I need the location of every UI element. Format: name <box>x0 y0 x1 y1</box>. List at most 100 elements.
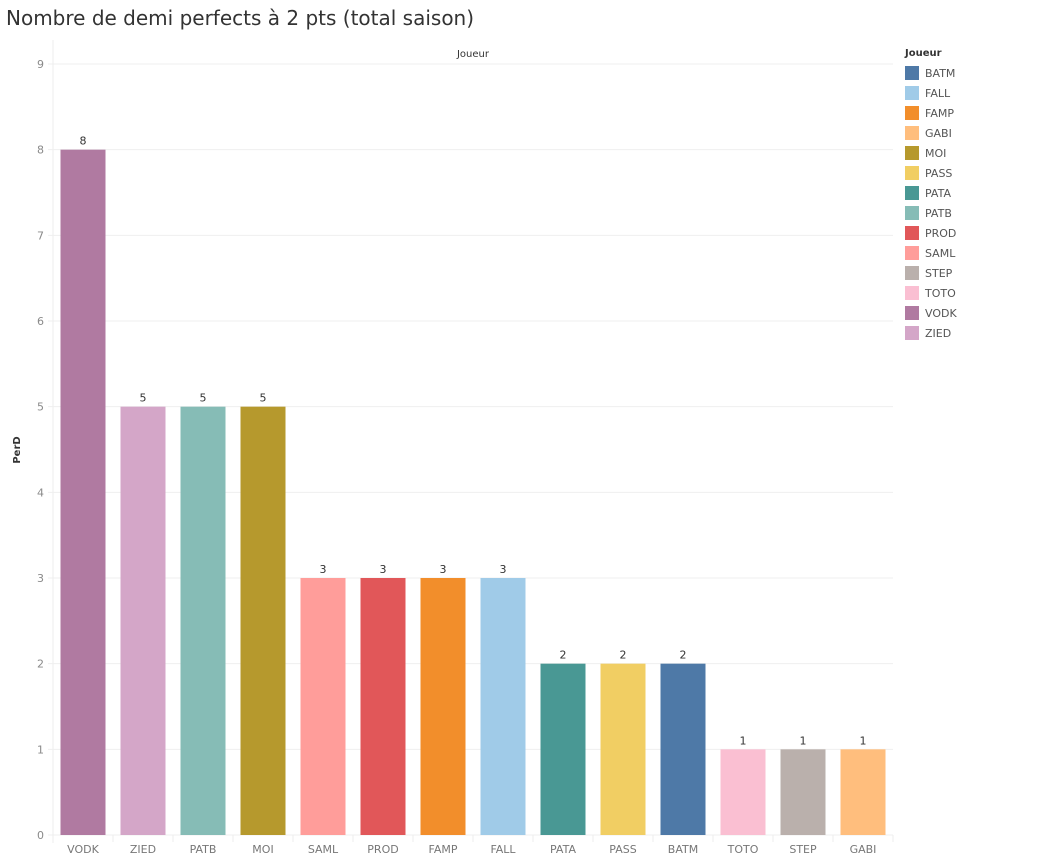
x-tick-label: STEP <box>789 843 817 856</box>
x-tick-label: PASS <box>609 843 636 856</box>
bar-famp[interactable] <box>420 578 466 835</box>
legend-title: Joueur <box>905 48 942 59</box>
x-tick-label: PROD <box>367 843 398 856</box>
data-label: 3 <box>440 563 447 576</box>
legend-label: SAML <box>925 246 956 260</box>
bar-saml[interactable] <box>300 578 346 835</box>
data-label: 5 <box>260 392 267 405</box>
legend-item-patb[interactable]: PATB <box>905 203 1035 223</box>
data-label: 8 <box>80 135 87 148</box>
bar-step[interactable] <box>780 749 826 835</box>
legend-label: VODK <box>925 306 957 320</box>
x-tick-label: MOI <box>252 843 273 856</box>
legend-item-gabi[interactable]: GABI <box>905 123 1035 143</box>
x-tick-label: GABI <box>850 843 877 856</box>
legend-label: TOTO <box>925 286 956 300</box>
legend-item-moi[interactable]: MOI <box>905 143 1035 163</box>
bar-batm[interactable] <box>660 663 706 835</box>
y-tick-label: 4 <box>37 486 44 499</box>
x-tick-label: SAML <box>308 843 339 856</box>
legend-label: PATA <box>925 186 951 200</box>
data-label: 3 <box>320 563 327 576</box>
legend-item-famp[interactable]: FAMP <box>905 103 1035 123</box>
y-tick-label: 7 <box>37 229 44 242</box>
data-label: 5 <box>140 392 147 405</box>
legend-item-prod[interactable]: PROD <box>905 223 1035 243</box>
bar-toto[interactable] <box>720 749 766 835</box>
legend-item-vodk[interactable]: VODK <box>905 303 1035 323</box>
legend-label: ZIED <box>925 326 952 340</box>
legend-item-batm[interactable]: BATM <box>905 63 1035 83</box>
legend-swatch <box>905 186 919 200</box>
column-header: Joueur <box>456 49 490 60</box>
legend-item-saml[interactable]: SAML <box>905 243 1035 263</box>
legend-item-pass[interactable]: PASS <box>905 163 1035 183</box>
legend-swatch <box>905 266 919 280</box>
y-tick-label: 1 <box>37 743 44 756</box>
bar-gabi[interactable] <box>840 749 886 835</box>
x-tick-label: PATA <box>550 843 576 856</box>
legend-item-pata[interactable]: PATA <box>905 183 1035 203</box>
data-label: 2 <box>620 649 627 662</box>
legend-label: GABI <box>925 126 952 140</box>
legend-label: FALL <box>925 86 951 100</box>
x-tick-label: FALL <box>490 843 516 856</box>
legend-swatch <box>905 286 919 300</box>
legend-swatch <box>905 86 919 100</box>
bar-pass[interactable] <box>600 663 646 835</box>
legend-label: PASS <box>925 166 953 180</box>
bar-moi[interactable] <box>240 406 286 835</box>
legend-item-toto[interactable]: TOTO <box>905 283 1035 303</box>
legend-item-step[interactable]: STEP <box>905 263 1035 283</box>
legend-swatch <box>905 106 919 120</box>
bar-fall[interactable] <box>480 578 526 835</box>
y-axis-label: PerD <box>12 436 23 463</box>
legend-swatch <box>905 206 919 220</box>
legend-swatch <box>905 246 919 260</box>
data-label: 2 <box>560 649 567 662</box>
data-label: 5 <box>200 392 207 405</box>
legend-swatch <box>905 226 919 240</box>
data-label: 1 <box>800 734 807 747</box>
legend-label: FAMP <box>925 106 954 120</box>
legend: Joueur BATM FALL FAMP GABI MOI PASS PATA PATB PR… <box>905 48 1035 343</box>
x-tick-label: TOTO <box>727 843 759 856</box>
bars <box>60 149 886 835</box>
bar-zied[interactable] <box>120 406 166 835</box>
legend-label: STEP <box>925 266 953 280</box>
legend-item-fall[interactable]: FALL <box>905 83 1035 103</box>
legend-item-zied[interactable]: ZIED <box>905 323 1035 343</box>
bar-vodk[interactable] <box>60 149 106 835</box>
x-tick-label: PATB <box>190 843 217 856</box>
y-tick-label: 5 <box>37 401 44 414</box>
bar-patb[interactable] <box>180 406 226 835</box>
legend-swatch <box>905 126 919 140</box>
bar-pata[interactable] <box>540 663 586 835</box>
legend-label: PATB <box>925 206 952 220</box>
x-tick-label: BATM <box>668 843 698 856</box>
y-axis: 0 1 2 3 4 5 6 7 8 9 <box>37 58 44 842</box>
y-tick-label: 6 <box>37 315 44 328</box>
x-axis: VODK ZIED PATB MOI SAML PROD FAMP FALL PATA PASS B… <box>52 835 894 856</box>
x-tick-label: VODK <box>67 843 99 856</box>
legend-label: PROD <box>925 226 957 240</box>
y-tick-label: 2 <box>37 658 44 671</box>
legend-label: BATM <box>925 66 956 80</box>
data-label: 3 <box>500 563 507 576</box>
gridlines <box>48 40 893 843</box>
y-tick-label: 0 <box>37 829 44 842</box>
data-label: 2 <box>680 649 687 662</box>
bar-prod[interactable] <box>360 578 406 835</box>
legend-swatch <box>905 146 919 160</box>
data-label: 3 <box>380 563 387 576</box>
data-labels: 8 5 5 5 3 3 3 3 2 2 2 1 1 1 <box>80 135 867 748</box>
data-label: 1 <box>860 734 867 747</box>
chart-title: Nombre de demi perfects à 2 pts (total s… <box>6 6 475 30</box>
x-tick-label: ZIED <box>130 843 156 856</box>
legend-swatch <box>905 166 919 180</box>
y-tick-label: 3 <box>37 572 44 585</box>
legend-label: MOI <box>925 146 947 160</box>
legend-swatch <box>905 326 919 340</box>
y-tick-label: 8 <box>37 144 44 157</box>
